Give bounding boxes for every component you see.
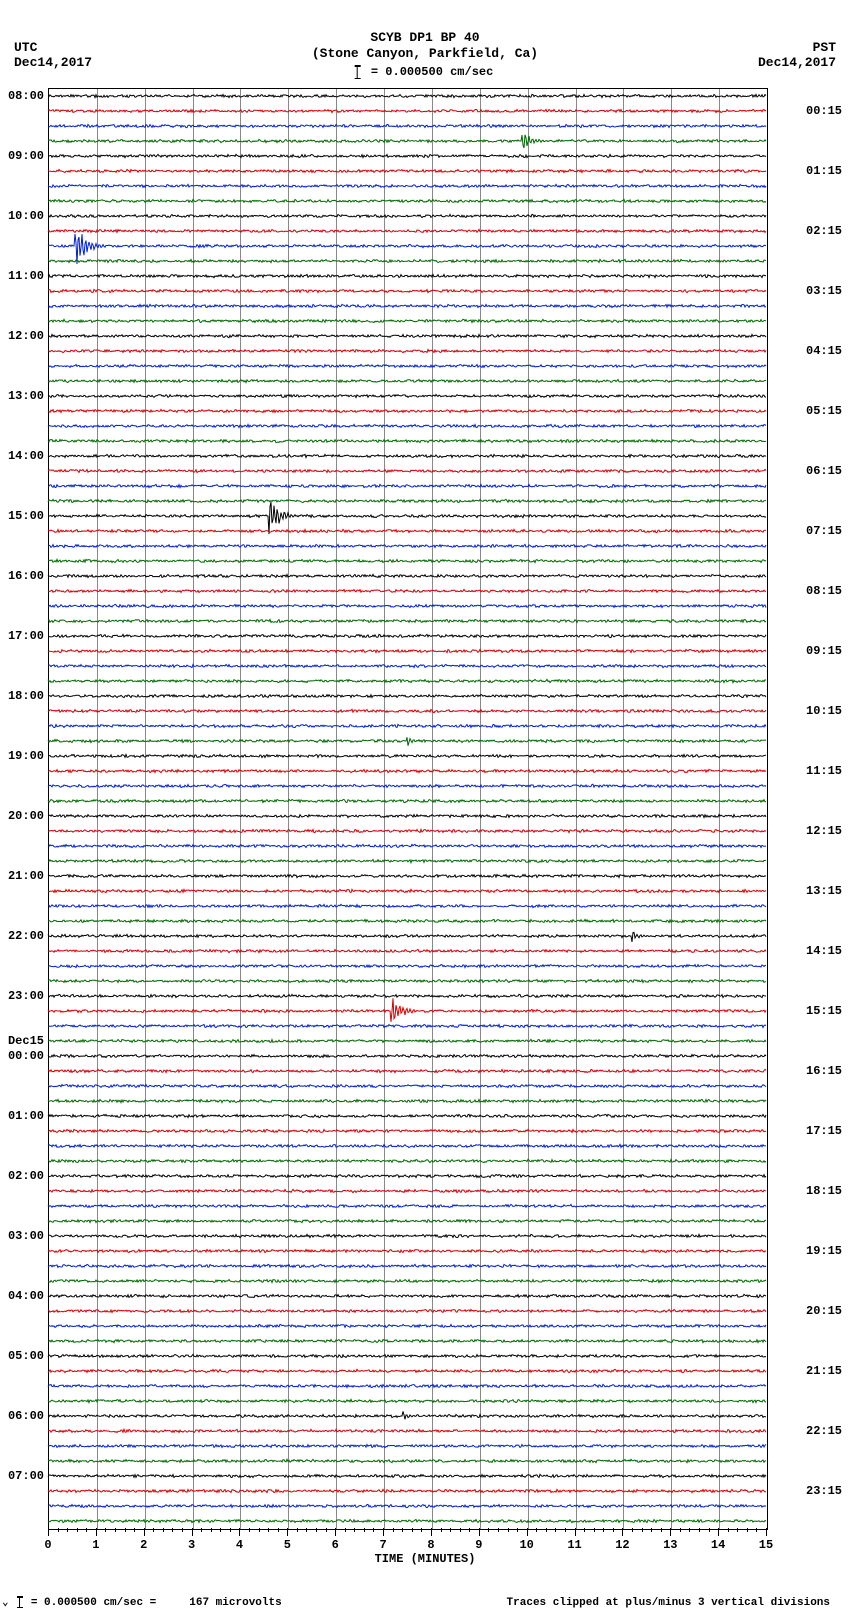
tz-right-date: Dec14,2017: [758, 55, 836, 70]
time-label: 17:15: [806, 1124, 842, 1138]
time-label: 05:00: [8, 1349, 44, 1363]
time-label: 06:00: [8, 1409, 44, 1423]
time-label: 00:00: [8, 1049, 44, 1063]
time-label: 14:15: [806, 944, 842, 958]
x-tick-label: 10: [519, 1538, 533, 1552]
pst-time-labels: 00:15 01:15 02:15 03:15 04:15 05:15 06:15 07:15…: [804, 88, 848, 1528]
time-label: 10:15: [806, 704, 842, 718]
timezone-right: PST Dec14,2017: [758, 40, 836, 70]
time-label: 11:15: [806, 764, 842, 778]
time-label: 01:00: [8, 1109, 44, 1123]
x-tick-label: 11: [567, 1538, 581, 1552]
time-label: 23:15: [806, 1484, 842, 1498]
x-tick-label: 2: [140, 1538, 147, 1552]
time-label: 12:15: [806, 824, 842, 838]
utc-time-labels: 08:00 09:00 10:00 11:00 12:00 13:00 14:00 15:00…: [2, 88, 46, 1528]
time-label: 18:15: [806, 1184, 842, 1198]
tz-right-name: PST: [758, 40, 836, 55]
footer-scale: ⌄ = 0.000500 cm/sec = 167 microvolts: [2, 1595, 282, 1609]
x-tick-label: 6: [332, 1538, 339, 1552]
footer-left-suffix: 167 microvolts: [189, 1597, 281, 1609]
time-label: 21:15: [806, 1364, 842, 1378]
time-label: 20:00: [8, 809, 44, 823]
x-tick-label: 0: [44, 1538, 51, 1552]
time-label: 05:15: [806, 404, 842, 418]
time-label: 20:15: [806, 1304, 842, 1318]
time-label: 07:00: [8, 1469, 44, 1483]
time-label: 21:00: [8, 869, 44, 883]
time-label: 06:15: [806, 464, 842, 478]
time-label: 08:15: [806, 584, 842, 598]
station-code: SCYB DP1 BP 40: [0, 30, 850, 46]
seismic-traces: [48, 88, 766, 1528]
x-tick-label: 14: [711, 1538, 725, 1552]
x-tick-label: 9: [475, 1538, 482, 1552]
footer-clip-note: Traces clipped at plus/minus 3 vertical …: [507, 1597, 830, 1609]
time-label: 17:00: [8, 629, 44, 643]
time-label: 11:00: [8, 269, 44, 283]
seismogram-container: SCYB DP1 BP 40 (Stone Canyon, Parkfield,…: [0, 0, 850, 1613]
time-label: 00:15: [806, 104, 842, 118]
time-label: 01:15: [806, 164, 842, 178]
time-label: 03:15: [806, 284, 842, 298]
time-label: 23:00: [8, 989, 44, 1003]
footer-tick-icon: ⌄: [2, 1597, 9, 1609]
day-break-label: Dec15: [8, 1034, 44, 1048]
time-label: 14:00: [8, 449, 44, 463]
x-tick-label: 5: [284, 1538, 291, 1552]
time-label: 02:00: [8, 1169, 44, 1183]
footer-scale-bar-icon: [19, 1596, 20, 1608]
time-label: 04:15: [806, 344, 842, 358]
x-axis-title: TIME (MINUTES): [375, 1552, 476, 1566]
x-tick-label: 12: [615, 1538, 629, 1552]
x-tick-label: 3: [188, 1538, 195, 1552]
x-tick-label: 4: [236, 1538, 243, 1552]
time-label: 10:00: [8, 209, 44, 223]
time-label: 13:00: [8, 389, 44, 403]
time-label: 08:00: [8, 89, 44, 103]
time-label: 04:00: [8, 1289, 44, 1303]
x-tick-label: 15: [759, 1538, 773, 1552]
time-label: 18:00: [8, 689, 44, 703]
time-label: 07:15: [806, 524, 842, 538]
time-label: 09:15: [806, 644, 842, 658]
time-label: 02:15: [806, 224, 842, 238]
time-label: 19:15: [806, 1244, 842, 1258]
time-label: 22:00: [8, 929, 44, 943]
x-tick-label: 8: [427, 1538, 434, 1552]
time-label: 03:00: [8, 1229, 44, 1243]
time-label: 22:15: [806, 1424, 842, 1438]
time-label: 16:15: [806, 1064, 842, 1078]
time-label: 15:15: [806, 1004, 842, 1018]
x-tick-label: 1: [92, 1538, 99, 1552]
time-label: 15:00: [8, 509, 44, 523]
x-tick-label: 13: [663, 1538, 677, 1552]
time-label: 19:00: [8, 749, 44, 763]
time-label: 13:15: [806, 884, 842, 898]
time-label: 12:00: [8, 329, 44, 343]
x-tick-label: 7: [379, 1538, 386, 1552]
footer-left-prefix: = 0.000500 cm/sec =: [31, 1597, 156, 1609]
time-label: 09:00: [8, 149, 44, 163]
time-label: 16:00: [8, 569, 44, 583]
